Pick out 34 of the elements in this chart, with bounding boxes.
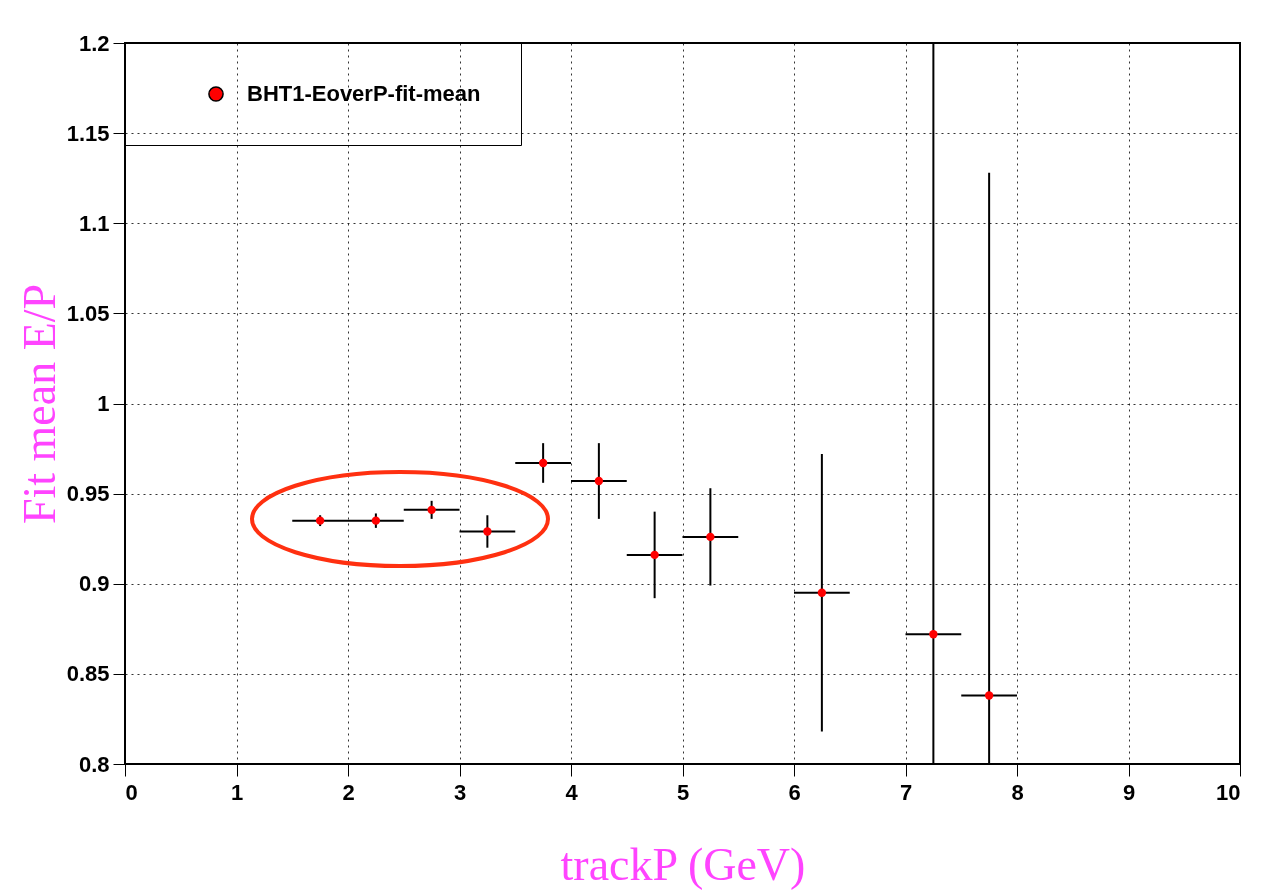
x-tick-label: 0 xyxy=(125,779,138,805)
x-tick-label: 6 xyxy=(788,779,801,805)
point xyxy=(427,505,436,515)
y-axis-title: Fit mean E/P xyxy=(13,283,65,525)
y-tick-label: 1.15 xyxy=(66,120,110,146)
point xyxy=(483,527,492,536)
x-tick-label: 5 xyxy=(676,779,690,805)
point xyxy=(650,550,659,560)
x-tick-label: 3 xyxy=(453,779,467,805)
x-tick-label: 8 xyxy=(1011,779,1024,805)
x-tick-label: 7 xyxy=(899,779,913,805)
point xyxy=(817,588,827,597)
x-tick-label: 9 xyxy=(1122,779,1136,805)
x-tick-label: 4 xyxy=(565,779,579,805)
point xyxy=(929,630,938,639)
x-tick-label: 2 xyxy=(342,779,355,805)
y-tick-label: 0.9 xyxy=(78,571,110,597)
point xyxy=(984,691,994,700)
y-tick-label: 0.8 xyxy=(78,751,110,777)
point xyxy=(315,516,325,525)
point xyxy=(706,532,715,542)
legend-label: BHT1-EoverP-fit-mean xyxy=(247,81,481,106)
x-tick-label: 1 xyxy=(230,779,244,805)
y-tick-label: 1.2 xyxy=(78,30,110,56)
y-tick-label: 1.1 xyxy=(78,210,110,236)
point xyxy=(594,476,604,486)
point xyxy=(538,458,548,468)
x-axis-title: trackP (GeV) xyxy=(560,838,806,890)
y-tick-label: 0.95 xyxy=(66,481,110,507)
y-tick-label: 0.85 xyxy=(66,661,110,687)
y-tick-label: 1 xyxy=(97,391,110,416)
y-tick-label: 1.05 xyxy=(66,300,110,326)
x-tick-label: 10 xyxy=(1216,779,1241,805)
point xyxy=(371,516,381,525)
